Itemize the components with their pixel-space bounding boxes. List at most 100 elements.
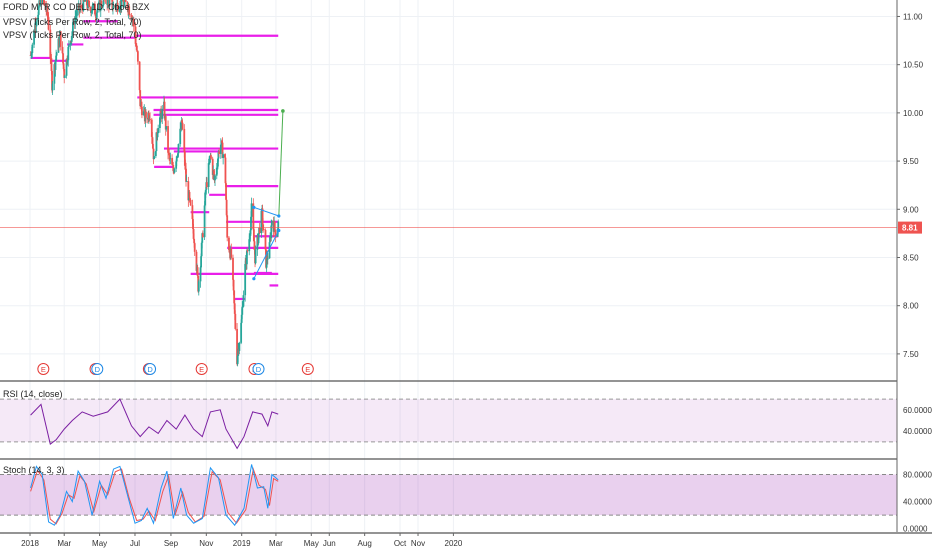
price-axis-bg	[897, 0, 932, 550]
candle	[198, 280, 200, 296]
candle-body	[157, 133, 159, 137]
price-tick-label: 9.50	[903, 157, 919, 166]
candle	[190, 199, 192, 206]
time-tick-label: May	[92, 539, 107, 548]
vpsv-legend-1[interactable]: VPSV (Ticks Per Row, 2, Total, 70)	[3, 17, 142, 27]
time-tick-label: Mar	[269, 539, 283, 548]
candle-body	[210, 155, 212, 159]
candle-body	[189, 192, 191, 198]
candle	[194, 242, 196, 256]
candle-body	[265, 230, 267, 249]
candle-body	[230, 249, 232, 258]
candle-body	[222, 154, 224, 158]
candle	[259, 223, 261, 234]
event-label: E	[199, 365, 204, 374]
candle-body	[197, 267, 199, 276]
candle-body	[165, 126, 167, 129]
candle-body	[274, 222, 276, 230]
price-tick-label: 11.00	[903, 12, 923, 21]
candle-body	[62, 47, 64, 53]
stoch-legend[interactable]: Stoch (14, 3, 3)	[3, 465, 65, 475]
chart-title[interactable]: FORD MTR CO DEL, 1D, Cboe BZX	[3, 2, 150, 12]
event-label: D	[256, 365, 262, 374]
candle	[137, 51, 139, 65]
triangle-vertex	[252, 277, 255, 280]
candle-body	[56, 53, 58, 56]
candle-body	[234, 314, 236, 329]
candle-body	[254, 241, 256, 250]
candle	[182, 118, 184, 130]
rsi-legend[interactable]: RSI (14, close)	[3, 389, 63, 399]
candle-body	[186, 181, 188, 182]
candle-body	[255, 250, 257, 263]
time-tick-label: Mar	[57, 539, 71, 548]
candle	[157, 125, 159, 134]
candle-body	[145, 112, 147, 118]
candle	[204, 201, 206, 240]
candle-body	[198, 281, 200, 291]
candle	[226, 211, 228, 242]
earnings-marker: E	[302, 364, 313, 375]
candle-body	[137, 51, 139, 61]
candle-body	[157, 128, 159, 133]
candle-body	[225, 158, 227, 184]
candle-body	[64, 76, 66, 78]
candle-body	[182, 123, 184, 129]
triangle-upper-line	[254, 207, 279, 216]
candle-body	[155, 151, 157, 156]
triangle-vertex	[277, 214, 280, 217]
candle	[139, 61, 141, 93]
candle-body	[271, 221, 273, 226]
event-label: D	[95, 365, 101, 374]
price-tick-label: 10.50	[903, 61, 924, 70]
candle	[263, 229, 265, 231]
time-tick-label: 2018	[21, 539, 39, 548]
earnings-marker: E	[38, 364, 49, 375]
event-label: E	[41, 365, 46, 374]
candle	[243, 291, 245, 308]
price-tick-label: 8.50	[903, 253, 919, 262]
candle-body	[244, 264, 246, 295]
candle	[165, 114, 167, 136]
candle-body	[218, 152, 220, 154]
time-tick-label: 2020	[445, 539, 463, 548]
candle-body	[68, 44, 70, 47]
price-tick-label: 7.50	[903, 350, 919, 359]
candle-body	[161, 109, 163, 119]
candle-body	[262, 224, 264, 229]
event-label: D	[147, 365, 153, 374]
candle	[202, 230, 204, 238]
time-tick-label: 2019	[233, 539, 251, 548]
candle	[244, 261, 246, 302]
candle-body	[31, 45, 33, 53]
vpsv-legend-2[interactable]: VPSV (Ticks Per Row, 2, Total, 70)	[3, 30, 142, 40]
stoch-tick-label: 0.0000	[903, 525, 928, 534]
time-tick-label: Jun	[323, 539, 336, 548]
candle-body	[243, 295, 245, 306]
candle-body	[152, 144, 154, 149]
dividend-marker: D	[253, 364, 264, 375]
earnings-marker: E	[196, 364, 207, 375]
rsi-tick-label: 40.0000	[903, 427, 932, 436]
candle-body	[149, 119, 151, 120]
candle-body	[226, 215, 228, 237]
candle-body	[153, 156, 155, 159]
candle-body	[141, 107, 143, 115]
candle-body	[200, 256, 202, 267]
earnings-markers-layer: EEDEDEEDE	[38, 364, 313, 375]
forecast-line	[279, 111, 283, 216]
rsi-tick-label: 60.0000	[903, 406, 932, 415]
candle-body	[174, 169, 176, 173]
candle-body	[194, 243, 196, 252]
candle-body	[67, 47, 69, 60]
candle-body	[259, 228, 261, 234]
last-price-label: 8.81	[902, 224, 918, 233]
candle-body	[263, 229, 265, 230]
time-tick-label: Aug	[358, 539, 372, 548]
forecast-point	[281, 109, 285, 113]
candle-body	[206, 182, 208, 187]
stoch-band-fill	[0, 475, 897, 516]
candle-body	[52, 84, 54, 91]
